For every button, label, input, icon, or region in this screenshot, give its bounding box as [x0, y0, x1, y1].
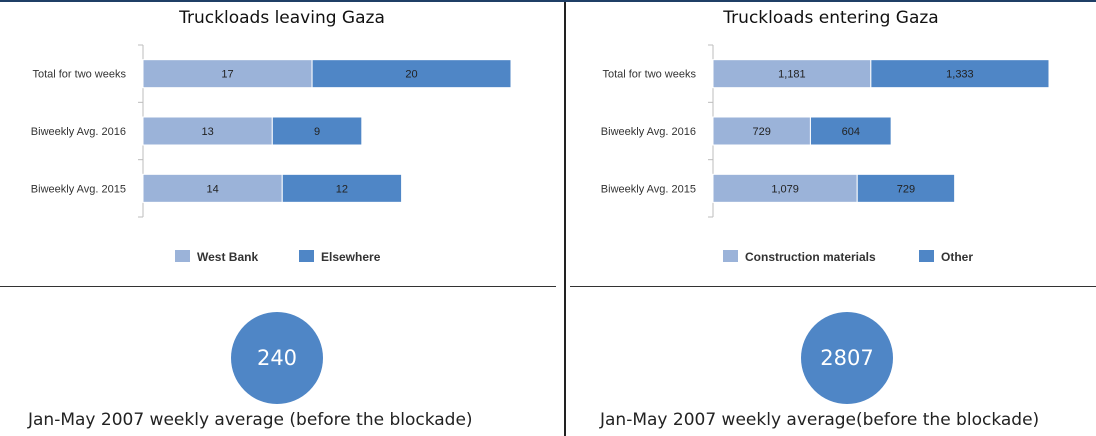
chart-entering-gaza: Total for two weeks 1,181 1,333 Biweekly Av… [566, 2, 1096, 282]
caption-left: Jan-May 2007 weekly average (before the … [28, 410, 473, 430]
category-label: Biweekly Avg. 2016 [31, 126, 126, 138]
data-label: 604 [842, 126, 860, 138]
legend-label: Elsewhere [321, 250, 381, 264]
category-label: Total for two weeks [602, 69, 696, 81]
legend-swatch [299, 250, 314, 262]
category-label: Total for two weeks [32, 69, 126, 81]
section-divider-left [0, 286, 556, 287]
category-label: Biweekly Avg. 2016 [601, 126, 696, 138]
data-label: 20 [405, 69, 417, 81]
data-label: 9 [314, 126, 320, 138]
category-label: Biweekly Avg. 2015 [601, 183, 696, 195]
data-label: 729 [897, 183, 915, 195]
data-label: 1,333 [946, 69, 974, 81]
data-label: 1,079 [771, 183, 799, 195]
panel-entering-gaza: Truckloads entering Gaza Total for two w… [566, 2, 1096, 436]
data-label: 13 [202, 126, 214, 138]
legend-label: West Bank [197, 250, 258, 264]
data-label: 14 [206, 183, 218, 195]
section-divider-right [570, 286, 1096, 287]
data-label: 17 [221, 69, 233, 81]
legend-swatch [175, 250, 190, 262]
chart-leaving-gaza: Total for two weeks 17 20 Biweekly Avg. 201… [0, 2, 564, 282]
data-label: 729 [753, 126, 771, 138]
caption-right: Jan-May 2007 weekly average(before the b… [600, 410, 1039, 430]
legend-swatch [919, 250, 934, 262]
highlight-circle-right: 2807 [801, 312, 893, 404]
legend-label: Construction materials [745, 250, 876, 264]
data-label: 12 [336, 183, 348, 195]
legend-label: Other [941, 250, 973, 264]
highlight-circle-left: 240 [231, 312, 323, 404]
legend-swatch [723, 250, 738, 262]
panel-leaving-gaza: Truckloads leaving Gaza Total for two we… [0, 2, 564, 436]
data-label: 1,181 [778, 69, 806, 81]
category-label: Biweekly Avg. 2015 [31, 183, 126, 195]
